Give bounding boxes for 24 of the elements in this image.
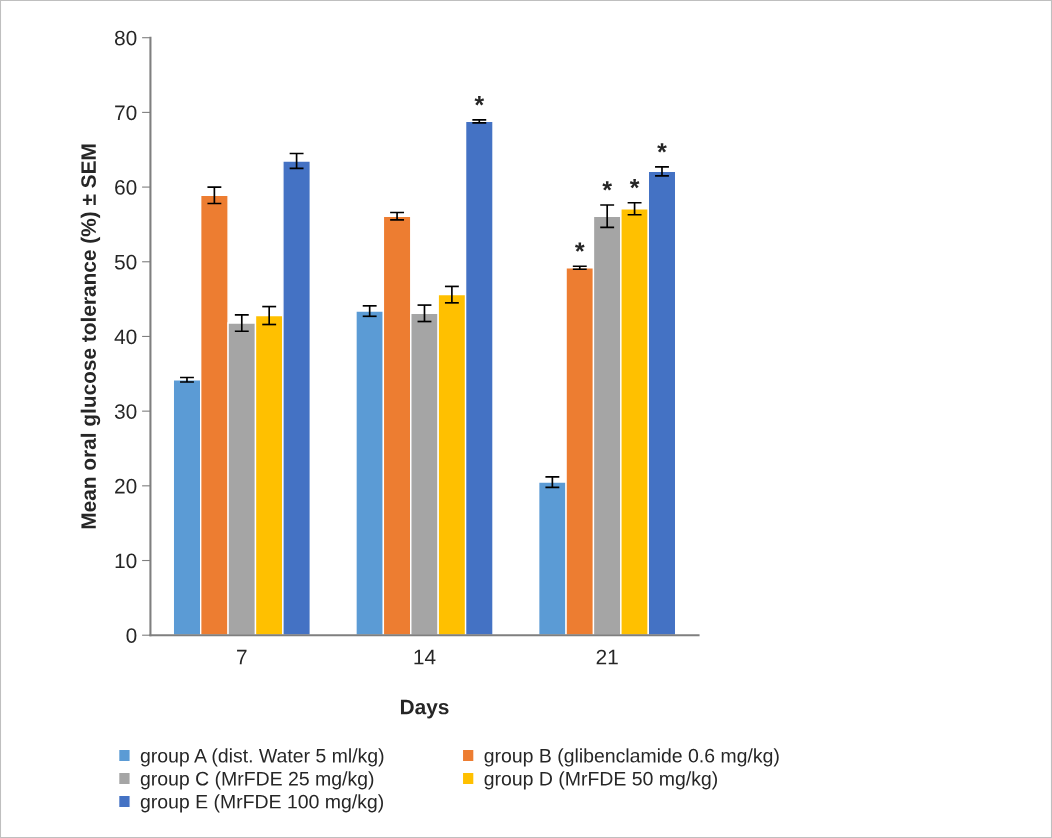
- data-label: *: [602, 181, 613, 191]
- legend-label: group A (dist. Water 5 ml/kg): [140, 748, 384, 767]
- y-tick-label: 60: [115, 180, 137, 195]
- x-tick-label: 14: [414, 649, 436, 665]
- y-tick-label: 40: [114, 329, 137, 345]
- y-axis-title: Mean oral glucose tolerance (%) ± SEM: [80, 144, 101, 529]
- y-tick-label: 80: [114, 30, 137, 46]
- x-tick-label: 7: [237, 649, 247, 665]
- data-label: *: [474, 96, 485, 106]
- legend-label: group D (MrFDE 50 mg/kg): [484, 771, 717, 790]
- y-tick-label: 20: [115, 478, 137, 494]
- y-tick-label: 70: [115, 105, 137, 121]
- legend-label: group B (glibenclamide 0.6 mg/kg): [484, 748, 779, 767]
- x-axis-title: Days: [400, 699, 449, 719]
- y-tick-label: 0: [126, 628, 137, 643]
- legend-label: group E (MrFDE 100 mg/kg): [140, 794, 383, 813]
- data-label: *: [574, 242, 585, 252]
- x-tick-label: 21: [596, 649, 618, 665]
- y-tick-label: 10: [115, 553, 137, 569]
- y-tick-label: 50: [114, 254, 137, 270]
- legend-label: group C (MrFDE 25 mg/kg): [140, 771, 374, 790]
- data-label: *: [657, 143, 667, 153]
- data-label: *: [629, 178, 640, 189]
- y-tick-label: 30: [114, 404, 137, 419]
